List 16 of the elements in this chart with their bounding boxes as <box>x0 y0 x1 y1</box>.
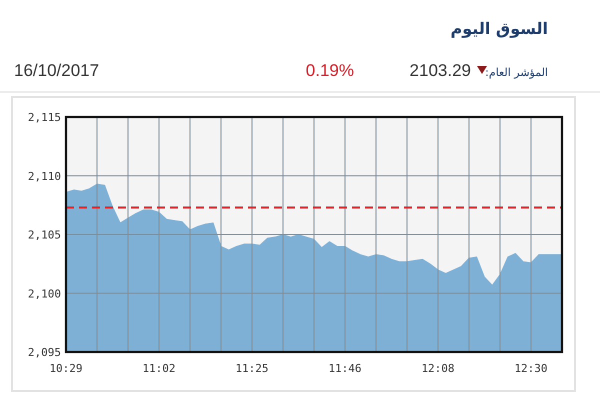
text: 0.19% <box>306 61 354 80</box>
x-tick-label: 12:08 <box>421 362 455 375</box>
x-tick-label: 11:25 <box>235 362 269 375</box>
x-tick-label: 11:46 <box>328 362 362 375</box>
y-tick-label: 2,095 <box>28 346 61 359</box>
y-tick-label: 2,110 <box>28 170 61 183</box>
x-tick-label: 12:30 <box>514 362 548 375</box>
y-tick-label: 2,100 <box>28 287 61 300</box>
y-tick-label: 2,105 <box>28 228 61 242</box>
text: 2103.29 <box>410 61 471 80</box>
text: المؤشر العام: <box>485 66 548 79</box>
chart-title: السوق اليوم <box>450 19 548 38</box>
y-tick-label: 2,115 <box>28 111 61 124</box>
x-tick-label: 11:02 <box>142 362 176 375</box>
text: 16/10/2017 <box>14 61 100 80</box>
x-tick-label: 10:29 <box>49 362 83 375</box>
